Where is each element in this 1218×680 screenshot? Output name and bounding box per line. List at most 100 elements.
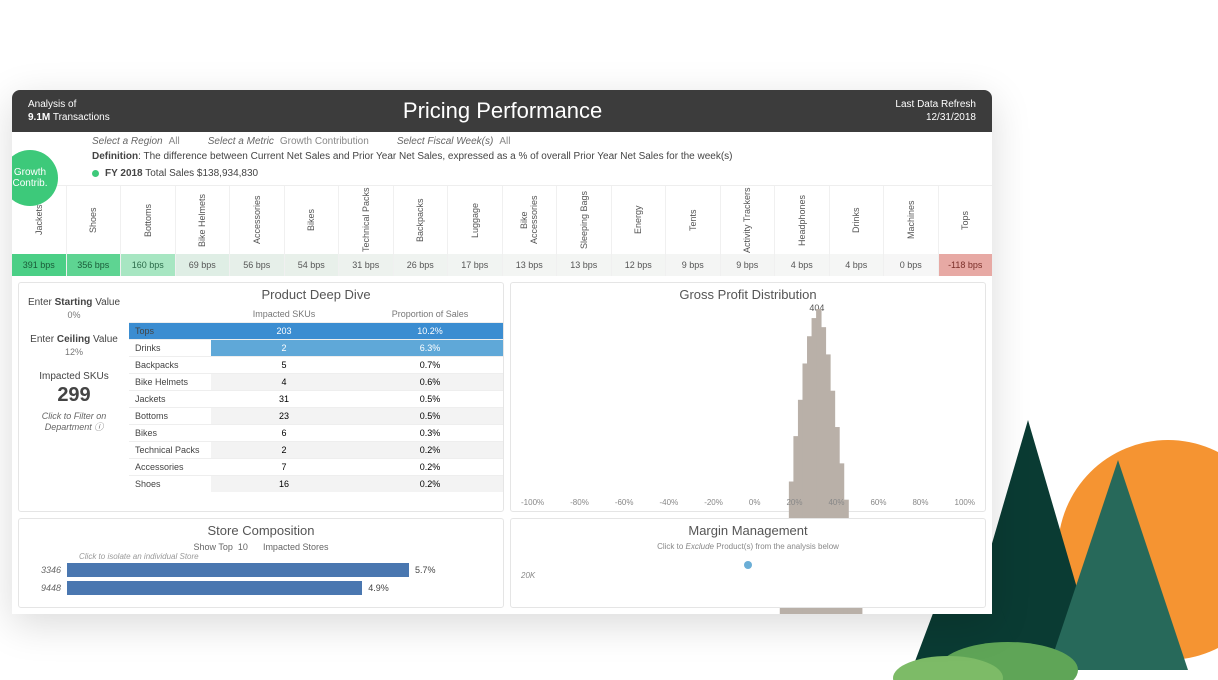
- category-activity-trackers[interactable]: Activity Trackers9 bps: [721, 186, 776, 276]
- category-value: 12 bps: [612, 254, 666, 276]
- category-shoes[interactable]: Shoes356 bps: [67, 186, 122, 276]
- category-value: 17 bps: [448, 254, 502, 276]
- table-row[interactable]: Bikes60.3%: [129, 424, 503, 441]
- dept-cell: Jackets: [129, 391, 211, 407]
- filter-row: Select a Region All Select a Metric Grow…: [12, 132, 992, 149]
- dashboard: Analysis of 9.1M Transactions Pricing Pe…: [12, 90, 992, 614]
- category-label: Machines: [906, 186, 916, 254]
- filter-hint: Click to Filter on Department ⓘ: [25, 411, 123, 433]
- category-backpacks[interactable]: Backpacks26 bps: [394, 186, 449, 276]
- prop-cell: 0.2%: [357, 459, 503, 475]
- header-right: Last Data Refresh 12/31/2018: [895, 98, 976, 124]
- prop-cell: 0.5%: [357, 391, 503, 407]
- category-value: 4 bps: [775, 254, 829, 276]
- region-filter[interactable]: Select a Region All: [92, 136, 180, 147]
- totals-row: FY 2018 Total Sales $138,934,830: [12, 166, 992, 185]
- category-label: Tents: [688, 186, 698, 254]
- margin-y-label: 20K: [521, 571, 535, 580]
- show-top-input[interactable]: 10: [238, 542, 248, 552]
- impacted-skus-value: 299: [25, 384, 123, 407]
- category-label: Bike Accessories: [519, 186, 539, 254]
- dept-cell: Tops: [129, 323, 211, 339]
- dept-cell: Shoes: [129, 476, 211, 492]
- refresh-label: Last Data Refresh: [895, 98, 976, 111]
- ceiling-value-input[interactable]: 12%: [25, 347, 123, 357]
- category-luggage[interactable]: Luggage17 bps: [448, 186, 503, 276]
- category-value: 56 bps: [230, 254, 284, 276]
- metric-filter-value: Growth Contribution: [280, 136, 369, 147]
- table-row[interactable]: Backpacks50.7%: [129, 356, 503, 373]
- category-value: 9 bps: [666, 254, 720, 276]
- skus-cell: 23: [211, 408, 357, 424]
- store-bar: [67, 563, 409, 577]
- metric-filter-label: Select a Metric: [208, 136, 274, 147]
- table-row[interactable]: Bike Helmets40.6%: [129, 373, 503, 390]
- prop-cell: 0.7%: [357, 357, 503, 373]
- margin-title: Margin Management: [511, 519, 985, 542]
- category-bike-helmets[interactable]: Bike Helmets69 bps: [176, 186, 231, 276]
- col-impacted-skus: Impacted SKUs: [211, 306, 357, 322]
- store-pct: 5.7%: [409, 565, 436, 575]
- week-filter-label: Select Fiscal Week(s): [397, 136, 494, 147]
- analysis-of-label: Analysis of: [28, 98, 110, 111]
- category-value: 31 bps: [339, 254, 393, 276]
- starting-value-input[interactable]: 0%: [25, 310, 123, 320]
- category-accessories[interactable]: Accessories56 bps: [230, 186, 285, 276]
- category-value: 13 bps: [557, 254, 611, 276]
- category-energy[interactable]: Energy12 bps: [612, 186, 667, 276]
- store-bar-row[interactable]: 94484.9%: [19, 579, 503, 597]
- week-filter[interactable]: Select Fiscal Week(s) All: [397, 136, 511, 147]
- category-tops[interactable]: Tops-118 bps: [939, 186, 993, 276]
- table-row[interactable]: Drinks26.3%: [129, 339, 503, 356]
- margin-subtitle: Click to Exclude Product(s) from the ana…: [511, 542, 985, 551]
- category-bikes[interactable]: Bikes54 bps: [285, 186, 340, 276]
- store-id: 9448: [27, 583, 67, 593]
- definition-row: Definition: The difference between Curre…: [12, 149, 992, 166]
- category-headphones[interactable]: Headphones4 bps: [775, 186, 830, 276]
- totals-dot-icon: [92, 170, 99, 177]
- region-filter-value: All: [169, 136, 180, 147]
- dept-cell: Technical Packs: [129, 442, 211, 458]
- table-row[interactable]: Tops20310.2%: [129, 322, 503, 339]
- category-tents[interactable]: Tents9 bps: [666, 186, 721, 276]
- gross-profit-panel: Gross Profit Distribution 404 -100%-80%-…: [510, 282, 986, 512]
- category-sleeping-bags[interactable]: Sleeping Bags13 bps: [557, 186, 612, 276]
- category-value: 13 bps: [503, 254, 557, 276]
- category-value: 160 bps: [121, 254, 175, 276]
- ceiling-value-label: Enter Ceiling Value: [25, 334, 123, 345]
- refresh-date: 12/31/2018: [895, 111, 976, 124]
- category-value: -118 bps: [939, 254, 993, 276]
- category-drinks[interactable]: Drinks4 bps: [830, 186, 885, 276]
- category-label: Bottoms: [143, 186, 153, 254]
- category-bike-accessories[interactable]: Bike Accessories13 bps: [503, 186, 558, 276]
- category-technical-packs[interactable]: Technical Packs31 bps: [339, 186, 394, 276]
- category-machines[interactable]: Machines0 bps: [884, 186, 939, 276]
- category-value: 9 bps: [721, 254, 775, 276]
- dept-cell: Accessories: [129, 459, 211, 475]
- category-heatmap: Jackets391 bpsShoes356 bpsBottoms160 bps…: [12, 185, 992, 276]
- table-row[interactable]: Technical Packs20.2%: [129, 441, 503, 458]
- table-row[interactable]: Accessories70.2%: [129, 458, 503, 475]
- metric-filter[interactable]: Select a Metric Growth Contribution: [208, 136, 369, 147]
- category-label: Technical Packs: [361, 186, 371, 254]
- category-bottoms[interactable]: Bottoms160 bps: [121, 186, 176, 276]
- prop-cell: 0.3%: [357, 425, 503, 441]
- skus-cell: 4: [211, 374, 357, 390]
- dept-cell: Bottoms: [129, 408, 211, 424]
- definition-label: Definition: [92, 151, 138, 162]
- definition-text: : The difference between Current Net Sal…: [138, 151, 732, 162]
- product-deep-dive-panel: Enter Starting Value 0% Enter Ceiling Va…: [18, 282, 504, 512]
- store-bar-row[interactable]: 33465.7%: [19, 561, 503, 579]
- category-label: Tops: [960, 186, 970, 254]
- totals-prefix: FY 2018: [105, 168, 143, 179]
- region-filter-label: Select a Region: [92, 136, 163, 147]
- prop-cell: 0.2%: [357, 476, 503, 492]
- dept-cell: Bikes: [129, 425, 211, 441]
- table-row[interactable]: Shoes160.2%: [129, 475, 503, 492]
- deep-dive-title: Product Deep Dive: [129, 283, 503, 306]
- table-row[interactable]: Bottoms230.5%: [129, 407, 503, 424]
- category-label: Bike Helmets: [197, 186, 207, 254]
- skus-cell: 203: [211, 323, 357, 339]
- category-value: 0 bps: [884, 254, 938, 276]
- table-row[interactable]: Jackets310.5%: [129, 390, 503, 407]
